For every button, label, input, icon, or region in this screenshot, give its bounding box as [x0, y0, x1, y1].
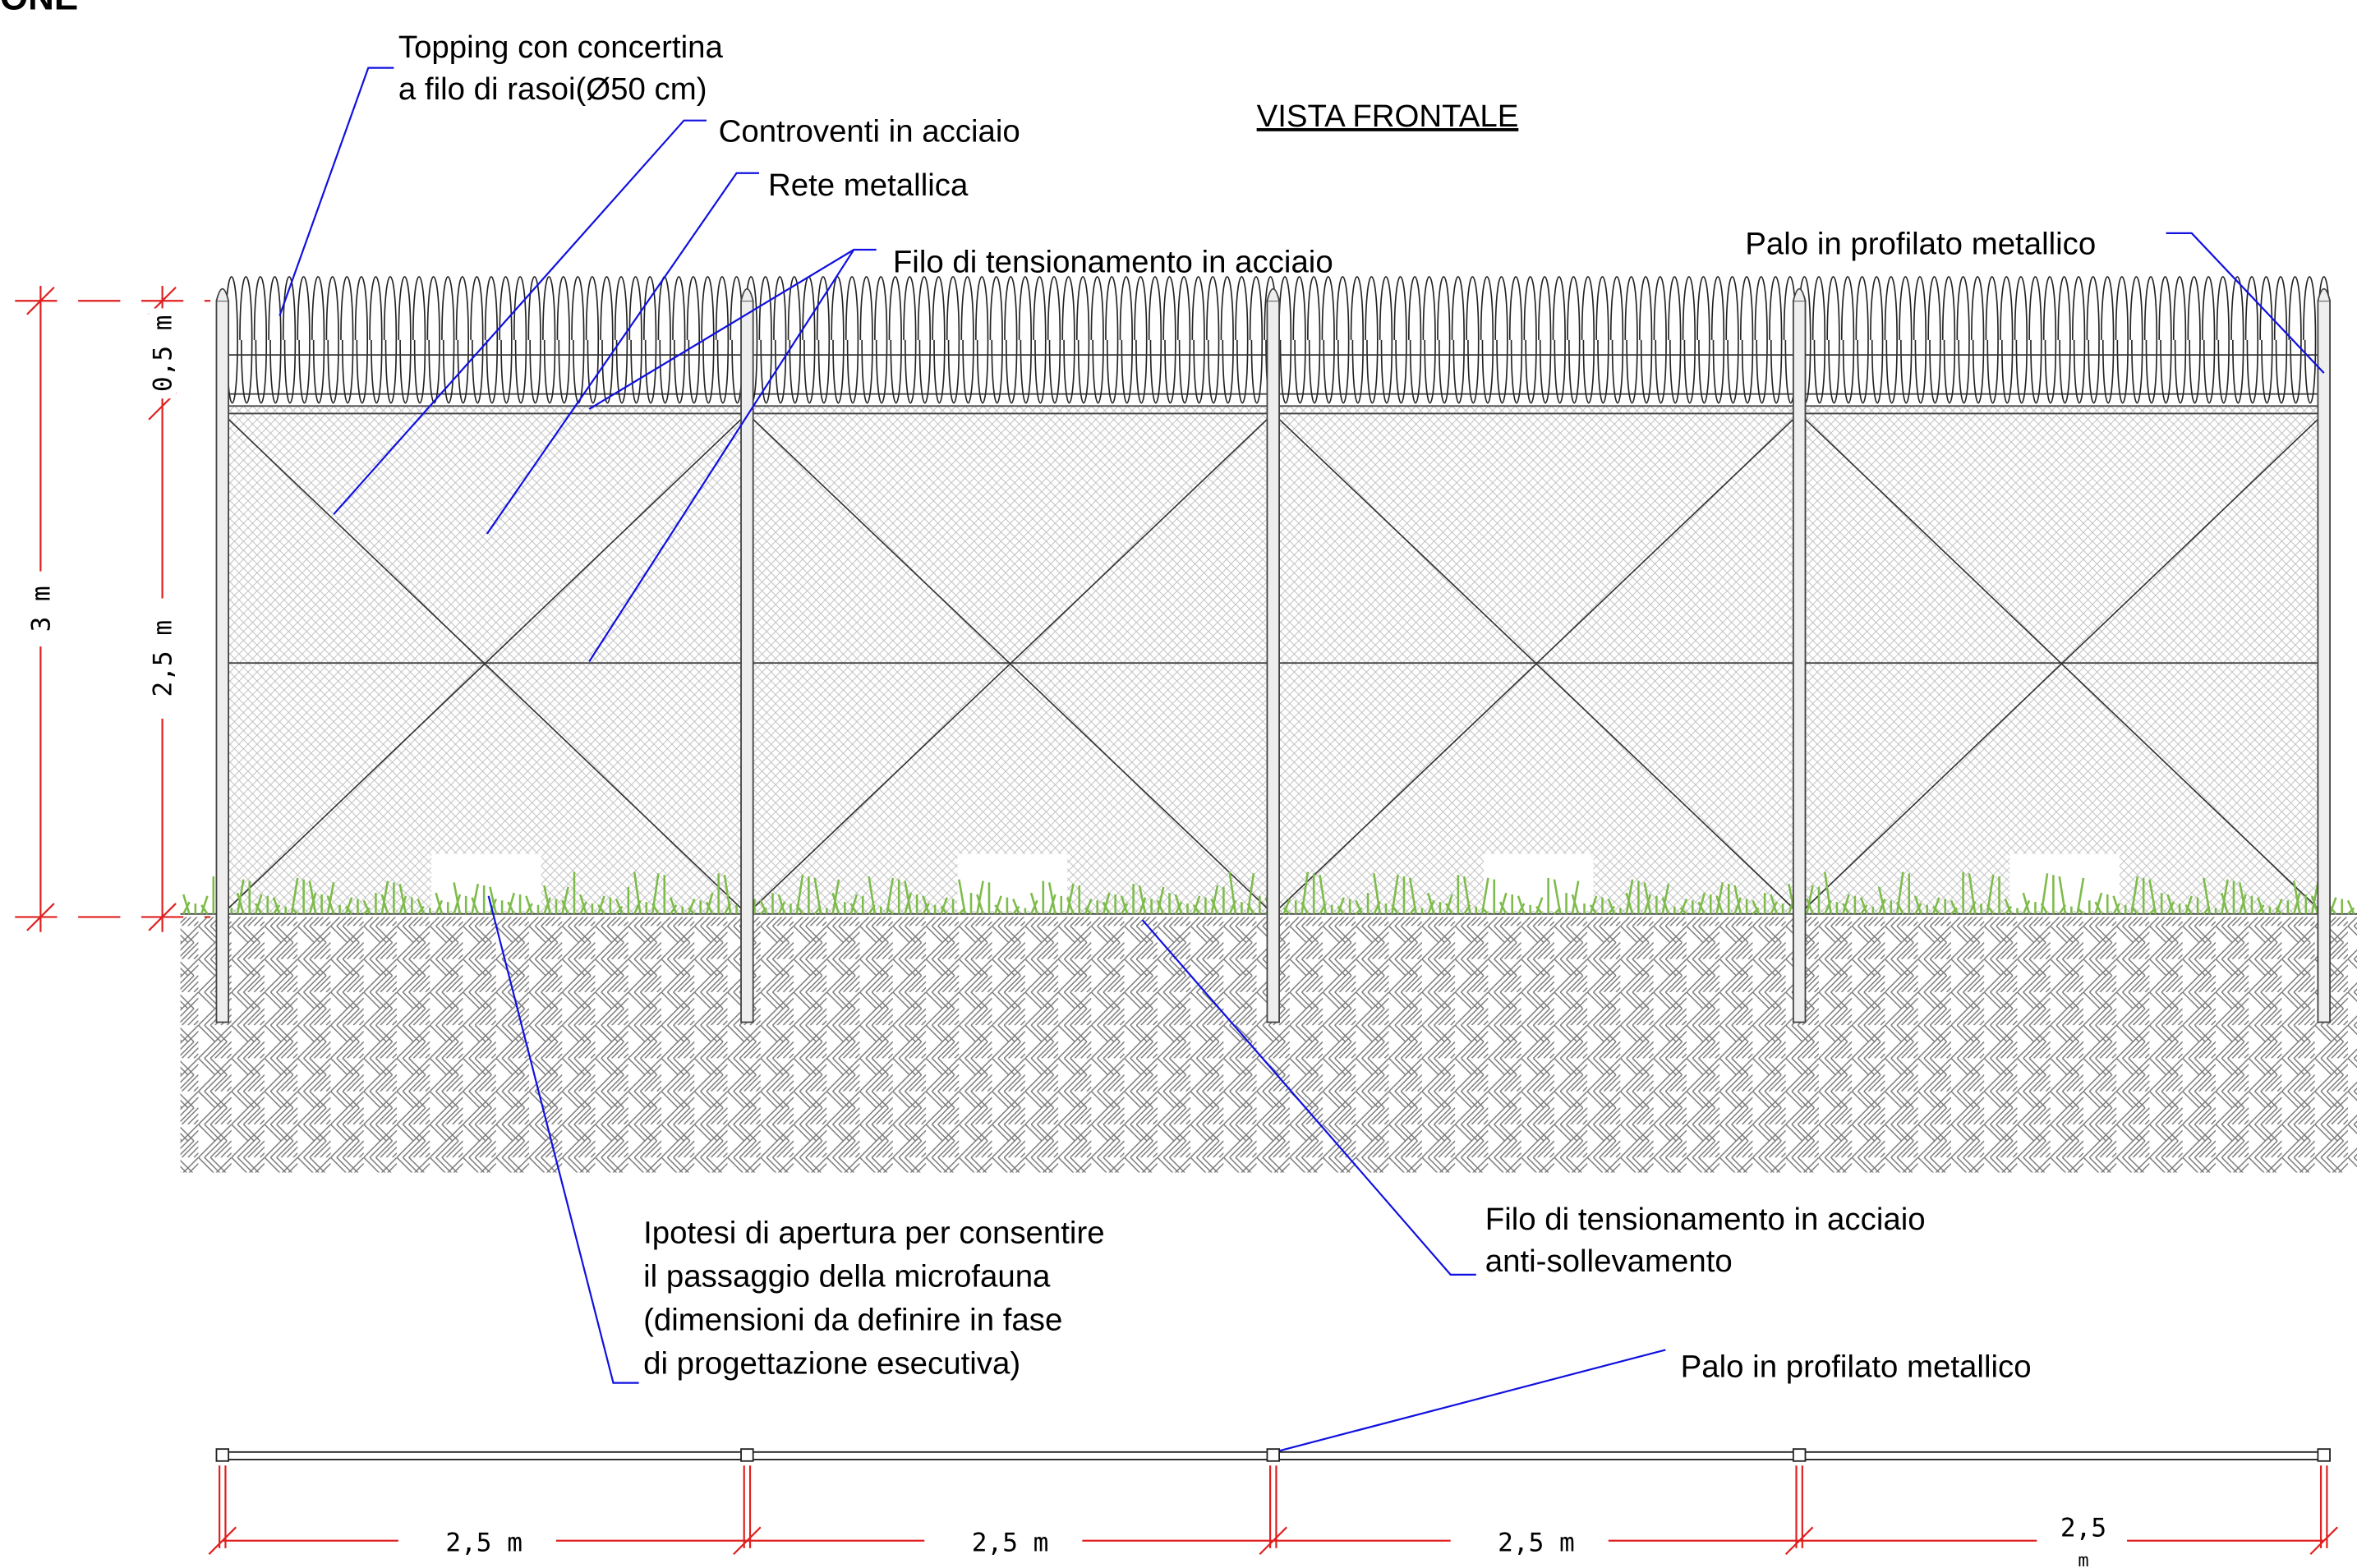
post-top — [1266, 287, 1280, 301]
plan-post — [1792, 1448, 1807, 1462]
label: (dimensioni da definire in fase — [643, 1303, 1062, 1338]
brace — [746, 412, 1274, 915]
leader — [588, 248, 877, 662]
post — [215, 300, 230, 1023]
label: anti-sollevamento — [1485, 1244, 1733, 1279]
mask — [398, 1520, 556, 1561]
dim-tick — [733, 1465, 762, 1556]
dim-text: 0,5 m — [149, 315, 178, 392]
plan-view: 2,5 m 2,5 m 2,5 m 2,5 m — [208, 1448, 2338, 1568]
view-title: VISTA FRONTALE — [1257, 99, 1519, 134]
post-top — [740, 287, 754, 301]
leader — [487, 895, 639, 1384]
opening — [957, 853, 1068, 912]
dim-tick — [2309, 1465, 2338, 1556]
label: a filo di rasoi(Ø50 cm) — [398, 71, 707, 107]
mask — [1450, 1520, 1609, 1561]
post-top — [1792, 287, 1807, 301]
dim-text: 2,5 — [2060, 1513, 2106, 1543]
dim-text: 2,5 m — [972, 1529, 1049, 1558]
brace — [222, 412, 748, 915]
leaders — [279, 67, 2325, 1453]
dim-tick — [208, 1465, 237, 1556]
grass — [182, 871, 2355, 915]
post-top — [2317, 287, 2331, 301]
dim-text: 3 m — [26, 586, 56, 632]
dim-tick — [1259, 1465, 1288, 1556]
leader — [279, 67, 394, 316]
extension — [15, 300, 211, 918]
dim-text: m — [2078, 1551, 2088, 1568]
mask — [2037, 1503, 2128, 1568]
leader — [1274, 1349, 1666, 1453]
mask — [149, 598, 177, 719]
plan-post — [740, 1448, 754, 1462]
label: Filo di tensionamento in acciaio — [1485, 1202, 1926, 1237]
fence-art — [180, 276, 2357, 1173]
post — [1792, 300, 1807, 1023]
leader — [1141, 919, 1476, 1276]
post-top — [215, 287, 230, 301]
dim-text: 2,5 m — [1498, 1529, 1575, 1558]
label: Topping con concertina — [398, 30, 724, 65]
opening — [431, 853, 541, 912]
mask — [26, 571, 54, 647]
label: il passaggio della microfauna — [643, 1259, 1051, 1294]
concertina — [224, 276, 2331, 404]
brace — [1273, 412, 1800, 915]
dim-text: 2,5 m — [149, 620, 178, 697]
post — [2317, 300, 2331, 1023]
title: ONE — [0, 0, 78, 17]
label: Palo in profilato metallico — [1681, 1349, 2032, 1384]
label: Ipotesi di apertura per consentire — [643, 1215, 1104, 1250]
mask — [924, 1520, 1083, 1561]
label: Rete metallica — [768, 168, 969, 203]
plan-post — [215, 1448, 230, 1462]
mask — [149, 308, 177, 399]
label: Controventi in acciaio — [719, 113, 1020, 149]
plan-post — [2317, 1448, 2331, 1462]
leader — [2166, 232, 2325, 374]
post — [1266, 300, 1281, 1023]
vertical-dimensions: 3 m 0,5 m 2,5 m — [15, 285, 211, 932]
label: Filo di tensionamento in acciaio — [893, 244, 1333, 279]
label: Palo in profilato metallico — [1745, 227, 2096, 262]
label: di progettazione esecutiva) — [643, 1346, 1020, 1382]
leader — [333, 119, 707, 515]
dim-text: 2,5 m — [445, 1529, 522, 1558]
plan-post — [1266, 1448, 1281, 1462]
brace — [1798, 412, 2325, 915]
dim-tick — [1784, 1465, 1814, 1556]
leader — [486, 172, 760, 535]
